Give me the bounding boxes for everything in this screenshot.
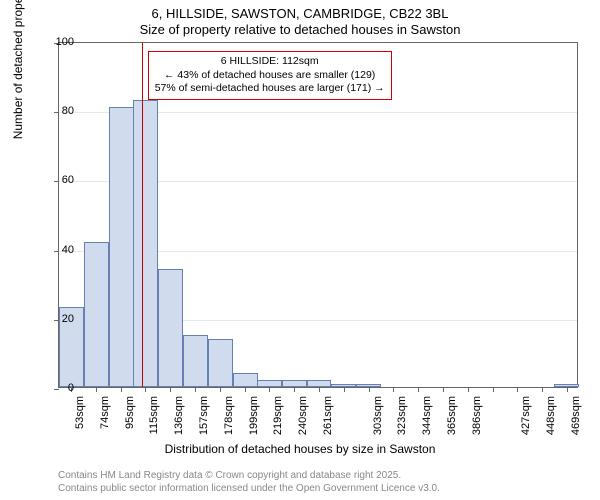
- x-tick-mark: [517, 387, 518, 392]
- x-tick-mark: [195, 387, 196, 392]
- annotation-box: 6 HILLSIDE: 112sqm← 43% of detached hous…: [148, 51, 392, 100]
- y-tick-label: 100: [56, 36, 74, 48]
- x-tick-mark: [567, 387, 568, 392]
- x-tick-label: 219sqm: [272, 396, 284, 440]
- property-marker-line: [142, 43, 144, 387]
- x-tick-mark: [542, 387, 543, 392]
- x-tick-label: 427sqm: [520, 396, 532, 440]
- x-tick-mark: [344, 387, 345, 392]
- x-tick-label: 178sqm: [223, 396, 235, 440]
- histogram-bar: [307, 380, 332, 387]
- x-tick-mark: [294, 387, 295, 392]
- histogram-bar: [84, 242, 109, 387]
- y-axis-label: Number of detached properties: [11, 0, 25, 139]
- annotation-line: ← 43% of detached houses are smaller (12…: [155, 69, 385, 83]
- y-tick-label: 20: [62, 313, 74, 325]
- x-tick-mark: [121, 387, 122, 392]
- chart-title-main: 6, HILLSIDE, SAWSTON, CAMBRIDGE, CB22 3B…: [0, 6, 600, 21]
- x-tick-label: 365sqm: [446, 396, 458, 440]
- x-axis-label: Distribution of detached houses by size …: [0, 442, 600, 456]
- y-tick-label: 60: [62, 174, 74, 186]
- x-tick-label: 53sqm: [74, 396, 86, 440]
- chart-title-sub: Size of property relative to detached ho…: [0, 22, 600, 37]
- histogram-bar: [183, 335, 208, 387]
- x-tick-mark: [319, 387, 320, 392]
- x-tick-label: 115sqm: [148, 396, 160, 440]
- x-tick-mark: [96, 387, 97, 392]
- annotation-line: 57% of semi-detached houses are larger (…: [155, 82, 385, 96]
- x-tick-label: 199sqm: [248, 396, 260, 440]
- footer-line-1: Contains HM Land Registry data © Crown c…: [58, 470, 401, 481]
- x-tick-label: 344sqm: [421, 396, 433, 440]
- x-tick-mark: [369, 387, 370, 392]
- x-tick-label: 469sqm: [570, 396, 582, 440]
- y-tick-mark: [54, 112, 59, 113]
- histogram-bar: [158, 269, 183, 387]
- x-tick-mark: [269, 387, 270, 392]
- chart-container: 6, HILLSIDE, SAWSTON, CAMBRIDGE, CB22 3B…: [0, 0, 600, 500]
- x-tick-label: 95sqm: [124, 396, 136, 440]
- histogram-bar: [233, 373, 258, 387]
- y-tick-mark: [54, 181, 59, 182]
- histogram-bar: [133, 100, 158, 387]
- x-tick-label: 136sqm: [173, 396, 185, 440]
- footer-line-2: Contains public sector information licen…: [58, 483, 440, 494]
- x-tick-label: 323sqm: [396, 396, 408, 440]
- x-tick-label: 303sqm: [372, 396, 384, 440]
- histogram-bar: [208, 339, 233, 387]
- x-tick-mark: [493, 387, 494, 392]
- annotation-line: 6 HILLSIDE: 112sqm: [155, 55, 385, 69]
- x-tick-label: 386sqm: [471, 396, 483, 440]
- x-tick-label: 157sqm: [198, 396, 210, 440]
- y-tick-label: 40: [62, 244, 74, 256]
- x-tick-mark: [245, 387, 246, 392]
- plot-area: 6 HILLSIDE: 112sqm← 43% of detached hous…: [58, 42, 578, 388]
- histogram-bar: [257, 380, 282, 387]
- histogram-bar: [109, 107, 134, 387]
- x-tick-label: 448sqm: [545, 396, 557, 440]
- y-tick-mark: [54, 389, 59, 390]
- x-tick-mark: [418, 387, 419, 392]
- x-tick-label: 261sqm: [322, 396, 334, 440]
- y-tick-label: 80: [62, 105, 74, 117]
- x-tick-mark: [145, 387, 146, 392]
- x-tick-label: 74sqm: [99, 396, 111, 440]
- histogram-bar: [282, 380, 307, 387]
- x-tick-label: 240sqm: [297, 396, 309, 440]
- y-tick-label: 0: [68, 382, 74, 394]
- y-tick-mark: [54, 251, 59, 252]
- x-tick-mark: [468, 387, 469, 392]
- x-tick-mark: [220, 387, 221, 392]
- x-tick-mark: [393, 387, 394, 392]
- x-tick-mark: [443, 387, 444, 392]
- x-tick-mark: [170, 387, 171, 392]
